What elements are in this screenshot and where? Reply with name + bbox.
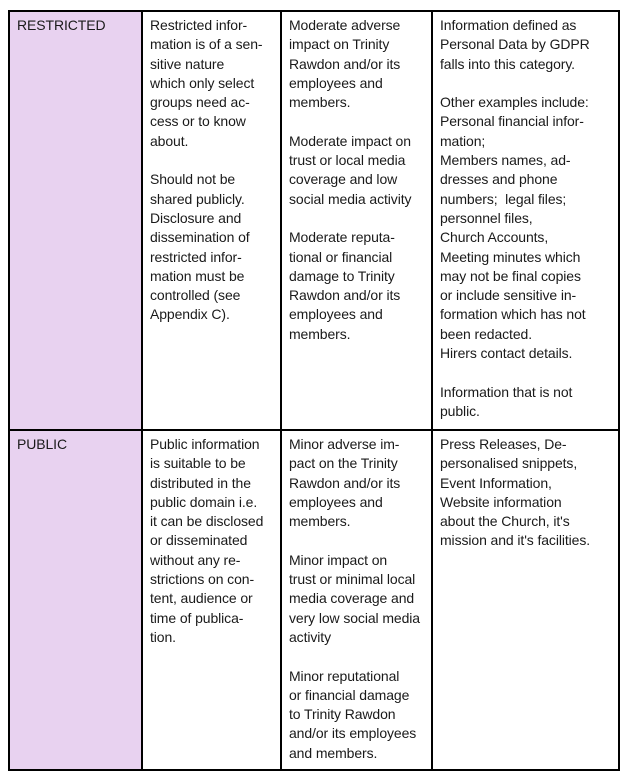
classification-table: RESTRICTED Restricted infor- mation is o…	[8, 10, 620, 771]
public-definition-cell: Public information is suitable to be dis…	[141, 429, 282, 771]
restricted-examples-cell: Information defined as Personal Data by …	[431, 10, 620, 431]
public-examples-cell: Press Releases, De- personalised snippet…	[431, 429, 620, 771]
table-row-public: PUBLIC Public information is suitable to…	[8, 429, 620, 771]
public-classification-label: PUBLIC	[8, 429, 143, 771]
restricted-impact-cell: Moderate adverse impact on Trinity Rawdo…	[280, 10, 433, 431]
restricted-classification-label: RESTRICTED	[8, 10, 143, 431]
public-impact-cell: Minor adverse im- pact on the Trinity Ra…	[280, 429, 433, 771]
table-row-restricted: RESTRICTED Restricted infor- mation is o…	[8, 10, 620, 431]
restricted-definition-cell: Restricted infor- mation is of a sen- si…	[141, 10, 282, 431]
